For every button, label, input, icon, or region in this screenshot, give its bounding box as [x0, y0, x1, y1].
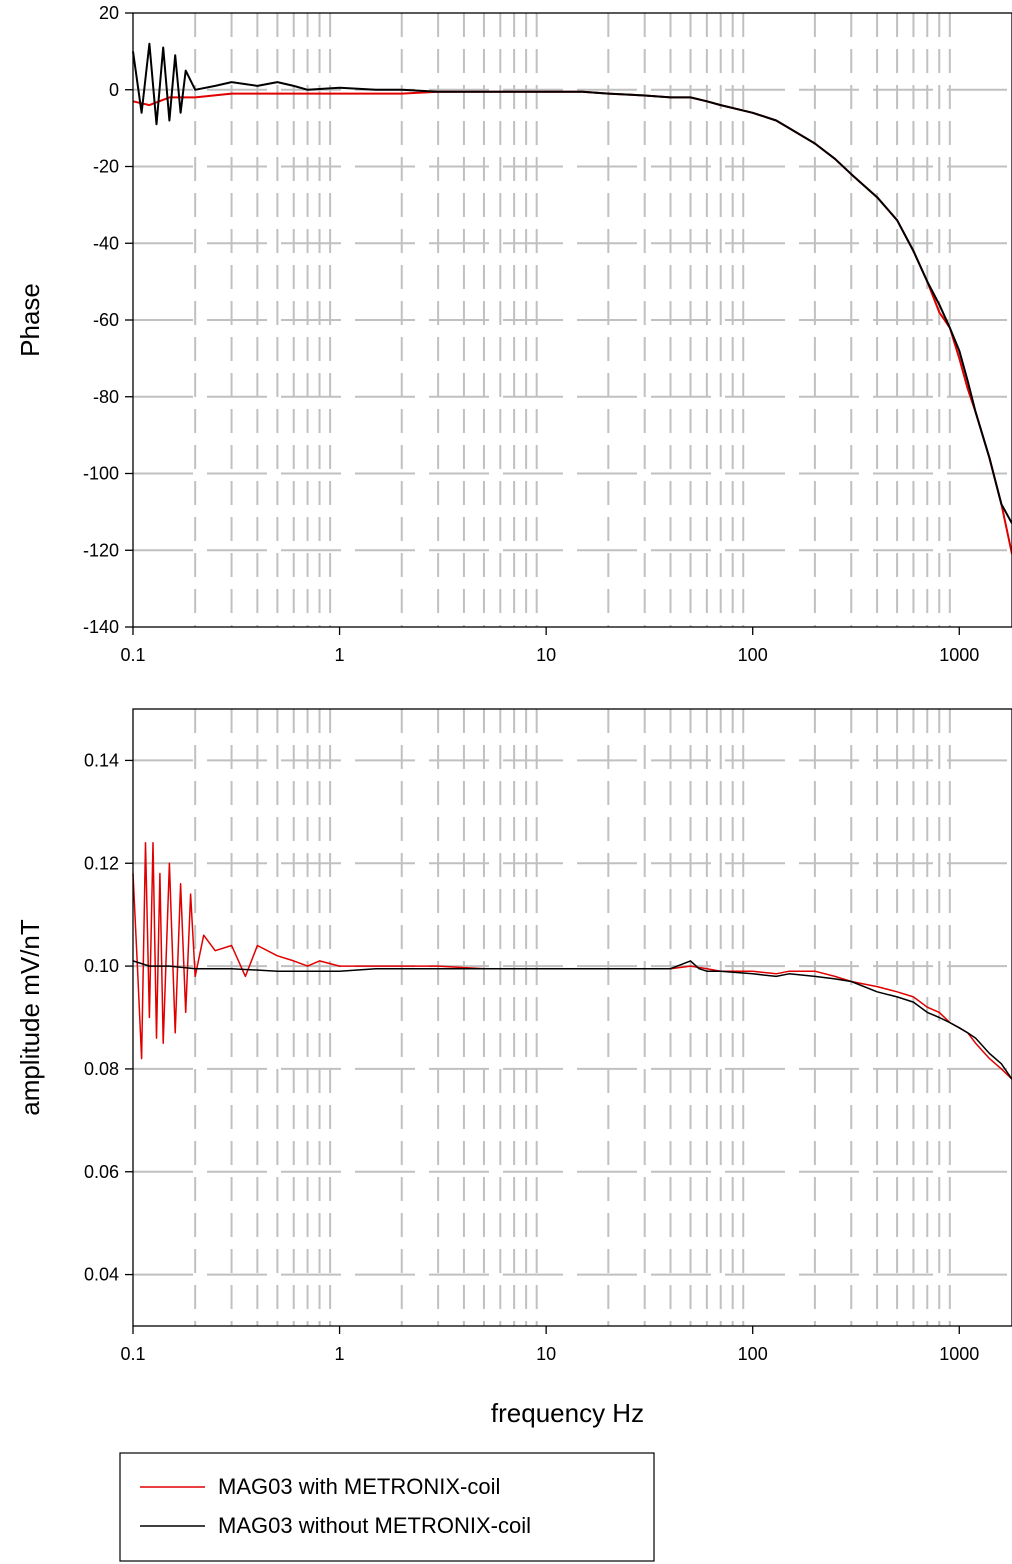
- y-tick-label: 0.10: [84, 956, 119, 976]
- series-line-with-coil: [132, 90, 1012, 555]
- amplitude-plot: 0.14 0.12 0.10 0.08 0.06 0.04 0.1 1 10 100 1000 amp…: [15, 708, 1012, 1428]
- x-tick-label: 1: [335, 645, 345, 665]
- series-line-with-coil: [132, 841, 1012, 1080]
- legend-label-with-coil: MAG03 with METRONIX-coil: [218, 1474, 500, 1499]
- y-tick-label: 0.12: [84, 853, 119, 873]
- series-line-without-coil: [132, 960, 1012, 1080]
- y-tick-label: 0.06: [84, 1162, 119, 1182]
- amplitude-y-axis-title: amplitude mV/nT: [15, 919, 45, 1116]
- y-tick-label: 20: [99, 3, 119, 23]
- y-tick-label: -40: [93, 233, 119, 253]
- y-tick-label: -120: [83, 540, 119, 560]
- phase-y-axis-title: Phase: [15, 283, 45, 357]
- y-tick-label: 0.04: [84, 1265, 119, 1285]
- x-tick-label: 10: [536, 1344, 556, 1364]
- legend-label-without-coil: MAG03 without METRONIX-coil: [218, 1513, 531, 1538]
- y-tick-label: -140: [83, 617, 119, 637]
- y-tick-label: -100: [83, 464, 119, 484]
- amplitude-grid: [133, 709, 1012, 1326]
- x-tick-label: 100: [738, 645, 768, 665]
- x-tick-label: 1: [335, 1344, 345, 1364]
- x-tick-label: 10: [536, 645, 556, 665]
- y-tick-label: 0.14: [84, 750, 119, 770]
- y-tick-label: -60: [93, 310, 119, 330]
- amplitude-axes-frame: [132, 708, 1012, 1327]
- y-tick-label: 0: [109, 80, 119, 100]
- legend: MAG03 with METRONIX-coil MAG03 without M…: [119, 1452, 655, 1562]
- y-tick-label: 0.08: [84, 1059, 119, 1079]
- series-line-without-coil: [132, 42, 1012, 524]
- y-tick-label: -20: [93, 157, 119, 177]
- y-tick-label: -80: [93, 387, 119, 407]
- x-tick-label: 100: [738, 1344, 768, 1364]
- amplitude-x-axis-title: frequency Hz: [491, 1398, 644, 1428]
- phase-grid: [133, 13, 1012, 627]
- x-tick-label: 1000: [939, 1344, 979, 1364]
- legend-box: [119, 1452, 655, 1562]
- x-tick-label: 0.1: [120, 645, 145, 665]
- x-tick-label: 1000: [939, 645, 979, 665]
- x-tick-label: 0.1: [120, 1344, 145, 1364]
